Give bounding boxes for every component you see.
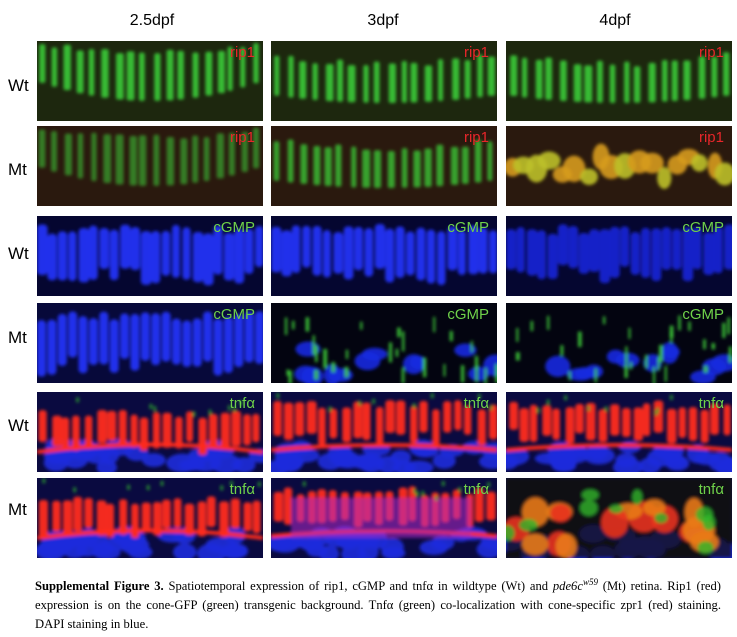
micrograph-panel: cGMP bbox=[37, 303, 263, 383]
micrograph-image bbox=[37, 392, 263, 472]
micrograph-panel: tnfα bbox=[506, 392, 732, 472]
column-header-3dpf: 3dpf bbox=[367, 12, 399, 29]
micrograph-image bbox=[37, 478, 263, 558]
micrograph-image bbox=[506, 392, 732, 472]
caption-text-1: Spatiotemporal expression of rip1, cGMP … bbox=[163, 579, 553, 594]
micrograph-panel: tnfα bbox=[506, 478, 732, 558]
micrograph-panel: cGMP bbox=[271, 216, 497, 296]
panel-marker-label: tnfα bbox=[229, 395, 255, 412]
row-label-tnf-wt: Wt bbox=[8, 416, 29, 435]
panel-marker-label: rip1 bbox=[698, 44, 724, 61]
panel-marker-label: rip1 bbox=[463, 129, 489, 146]
panel-marker-label: cGMP bbox=[447, 219, 489, 236]
micrograph-image bbox=[271, 41, 497, 121]
figure-caption: Supplemental Figure 3. Spatiotemporal ex… bbox=[35, 573, 721, 634]
micrograph-panel: rip1 bbox=[271, 41, 497, 121]
micrograph-image bbox=[37, 126, 263, 206]
micrograph-panel: rip1 bbox=[271, 126, 497, 206]
micrograph-image bbox=[271, 478, 497, 558]
row-label-cgmp-wt: Wt bbox=[8, 244, 29, 263]
micrograph-image bbox=[37, 303, 263, 383]
panel-marker-label: cGMP bbox=[447, 306, 489, 323]
panel-marker-label: tnfα bbox=[463, 395, 489, 412]
micrograph-image bbox=[271, 303, 497, 383]
micrograph-panel: rip1 bbox=[506, 41, 732, 121]
panel-marker-label: tnfα bbox=[698, 481, 724, 498]
row-label-rip1-wt: Wt bbox=[8, 76, 29, 95]
caption-gene: pde6cw59 bbox=[552, 577, 598, 594]
micrograph-panel: cGMP bbox=[506, 216, 732, 296]
micrograph-panel: tnfα bbox=[271, 478, 497, 558]
caption-text-2: (Mt) retina. Rip1 (red) expression is on… bbox=[35, 579, 721, 632]
panel-marker-label: cGMP bbox=[682, 306, 724, 323]
row-label-rip1-mt: Mt bbox=[8, 160, 27, 179]
panel-marker-label: rip1 bbox=[229, 44, 255, 61]
micrograph-panel: cGMP bbox=[506, 303, 732, 383]
caption-title: Supplemental Figure 3. bbox=[35, 579, 164, 594]
row-label-cgmp-mt: Mt bbox=[8, 328, 27, 347]
panel-marker-label: cGMP bbox=[213, 306, 255, 323]
micrograph-image bbox=[506, 126, 732, 206]
panel-marker-label: tnfα bbox=[229, 481, 255, 498]
micrograph-image bbox=[37, 216, 263, 296]
micrograph-image bbox=[271, 126, 497, 206]
micrograph-image bbox=[506, 478, 732, 558]
micrograph-image bbox=[506, 41, 732, 121]
column-header-2-5dpf: 2.5dpf bbox=[129, 12, 175, 29]
micrograph-panel: cGMP bbox=[271, 303, 497, 383]
micrograph-image bbox=[506, 303, 732, 383]
panel-marker-label: rip1 bbox=[463, 44, 489, 61]
panel-marker-label: rip1 bbox=[698, 129, 724, 146]
panel-marker-label: cGMP bbox=[213, 219, 255, 236]
micrograph-panel: tnfα bbox=[271, 392, 497, 472]
micrograph-image bbox=[271, 216, 497, 296]
micrograph-panel: tnfα bbox=[37, 392, 263, 472]
panel-marker-label: tnfα bbox=[463, 481, 489, 498]
panel-marker-label: rip1 bbox=[229, 129, 255, 146]
micrograph-image bbox=[506, 216, 732, 296]
panel-marker-label: cGMP bbox=[682, 219, 724, 236]
micrograph-panel: rip1 bbox=[37, 126, 263, 206]
micrograph-panel: tnfα bbox=[37, 478, 263, 558]
micrograph-image bbox=[271, 392, 497, 472]
micrograph-panel: cGMP bbox=[37, 216, 263, 296]
micrograph-image bbox=[37, 41, 263, 121]
caption-allele: w59 bbox=[582, 577, 598, 587]
micrograph-panel: rip1 bbox=[506, 126, 732, 206]
row-label-tnf-mt: Mt bbox=[8, 500, 27, 519]
micrograph-panel: rip1 bbox=[37, 41, 263, 121]
panel-marker-label: tnfα bbox=[698, 395, 724, 412]
column-header-4dpf: 4dpf bbox=[599, 12, 631, 29]
